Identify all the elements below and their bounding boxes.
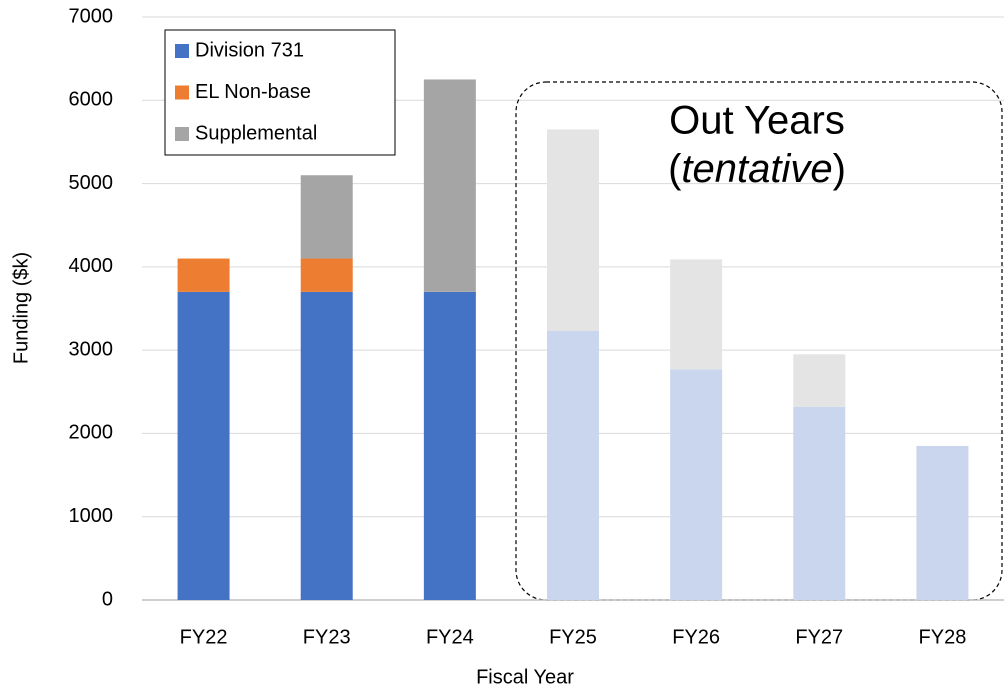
bar-segment [300,175,353,259]
bar-segment [300,258,353,292]
y-tick-label: 1000 [69,505,114,527]
legend-swatch [175,85,189,100]
annotation-title: Out Years [669,99,845,143]
bar-segment [423,291,476,600]
bar-segment [547,330,599,600]
x-tick-label: FY27 [795,626,843,648]
y-tick-label: 4000 [69,255,114,277]
annotation-open: ( [668,147,682,191]
x-tick-label: FY22 [180,626,228,648]
legend-label: Division 731 [195,39,304,61]
legend-box [164,29,396,156]
x-axis-label: Fiscal Year [476,666,574,688]
legend-swatch [175,44,189,58]
bar-segment [177,291,230,600]
x-tick-label: FY23 [303,626,351,648]
y-axis-label: Funding ($k) [10,252,32,364]
y-tick-label: 0 [102,588,113,610]
y-tick-label: 3000 [69,338,114,360]
bar-segment [670,259,723,370]
x-tick-label: FY28 [919,626,967,648]
annotation-subtitle: (tentative) [668,147,846,191]
bar-segment [793,354,846,407]
x-tick-label: FY25 [549,626,597,648]
y-tick-label: 7000 [69,5,114,27]
bar-segment [423,79,476,292]
bar-segment [670,369,723,600]
bar-segment [793,406,846,600]
bar-segment [300,291,353,600]
legend-label: Supplemental [195,122,317,144]
y-tick-label: 6000 [69,89,114,111]
legend-label: EL Non-base [195,81,311,103]
bar-segment [547,129,599,331]
y-tick-label: 5000 [69,172,114,194]
y-tick-label: 2000 [69,422,114,444]
annotation-close: ) [833,147,846,191]
bar-segment [916,445,969,600]
x-tick-label: FY24 [426,626,474,648]
bar-segment [177,258,230,292]
x-tick-label: FY26 [672,626,720,648]
legend-swatch [175,127,189,141]
annotation-italic: tentative [681,147,832,191]
